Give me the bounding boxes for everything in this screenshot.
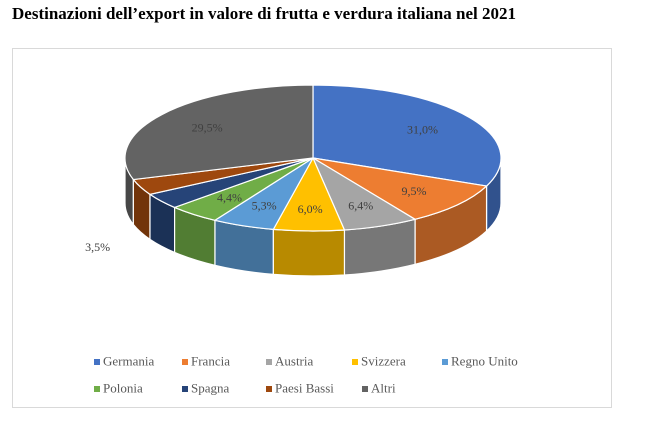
data-label-austria: 6,4% bbox=[348, 199, 373, 213]
legend-swatch bbox=[266, 386, 272, 392]
pie-slice-altri bbox=[124, 84, 314, 181]
pie-slice-francia bbox=[312, 157, 488, 220]
legend-item-spagna: Spagna bbox=[191, 381, 230, 396]
legend-item-polonia: Polonia bbox=[103, 381, 143, 396]
legend-item-svizzera: Svizzera bbox=[361, 354, 406, 369]
pie-side-svizzera bbox=[272, 228, 346, 277]
legend-item-paesi-bassi: Paesi Bassi bbox=[275, 381, 334, 396]
legend-swatch bbox=[266, 359, 272, 365]
legend-swatch bbox=[442, 359, 448, 365]
legend-swatch bbox=[94, 386, 100, 392]
data-label-polonia: 4,4% bbox=[217, 190, 242, 204]
data-label-germania: 31,0% bbox=[407, 123, 438, 137]
data-label-regno-unito: 5,3% bbox=[252, 198, 277, 212]
legend-item-regno-unito: Regno Unito bbox=[451, 354, 518, 369]
data-label-altri: 29,5% bbox=[192, 121, 223, 135]
legend-item-francia: Francia bbox=[191, 354, 230, 369]
legend-swatch bbox=[182, 359, 188, 365]
legend-swatch bbox=[362, 386, 368, 392]
legend-swatch bbox=[182, 386, 188, 392]
legend-swatch bbox=[94, 359, 100, 365]
legend-swatch bbox=[352, 359, 358, 365]
legend-item-austria: Austria bbox=[275, 354, 314, 369]
legend-item-altri: Altri bbox=[371, 381, 396, 396]
chart-title: Destinazioni dell’export in valore di fr… bbox=[12, 4, 516, 23]
data-label-svizzera: 6,0% bbox=[298, 202, 323, 216]
legend-item-germania: Germania bbox=[103, 354, 154, 369]
data-label-spagna: 3,5% bbox=[85, 240, 110, 254]
data-label-francia: 9,5% bbox=[402, 184, 427, 198]
pie-slice-germania bbox=[312, 84, 502, 187]
